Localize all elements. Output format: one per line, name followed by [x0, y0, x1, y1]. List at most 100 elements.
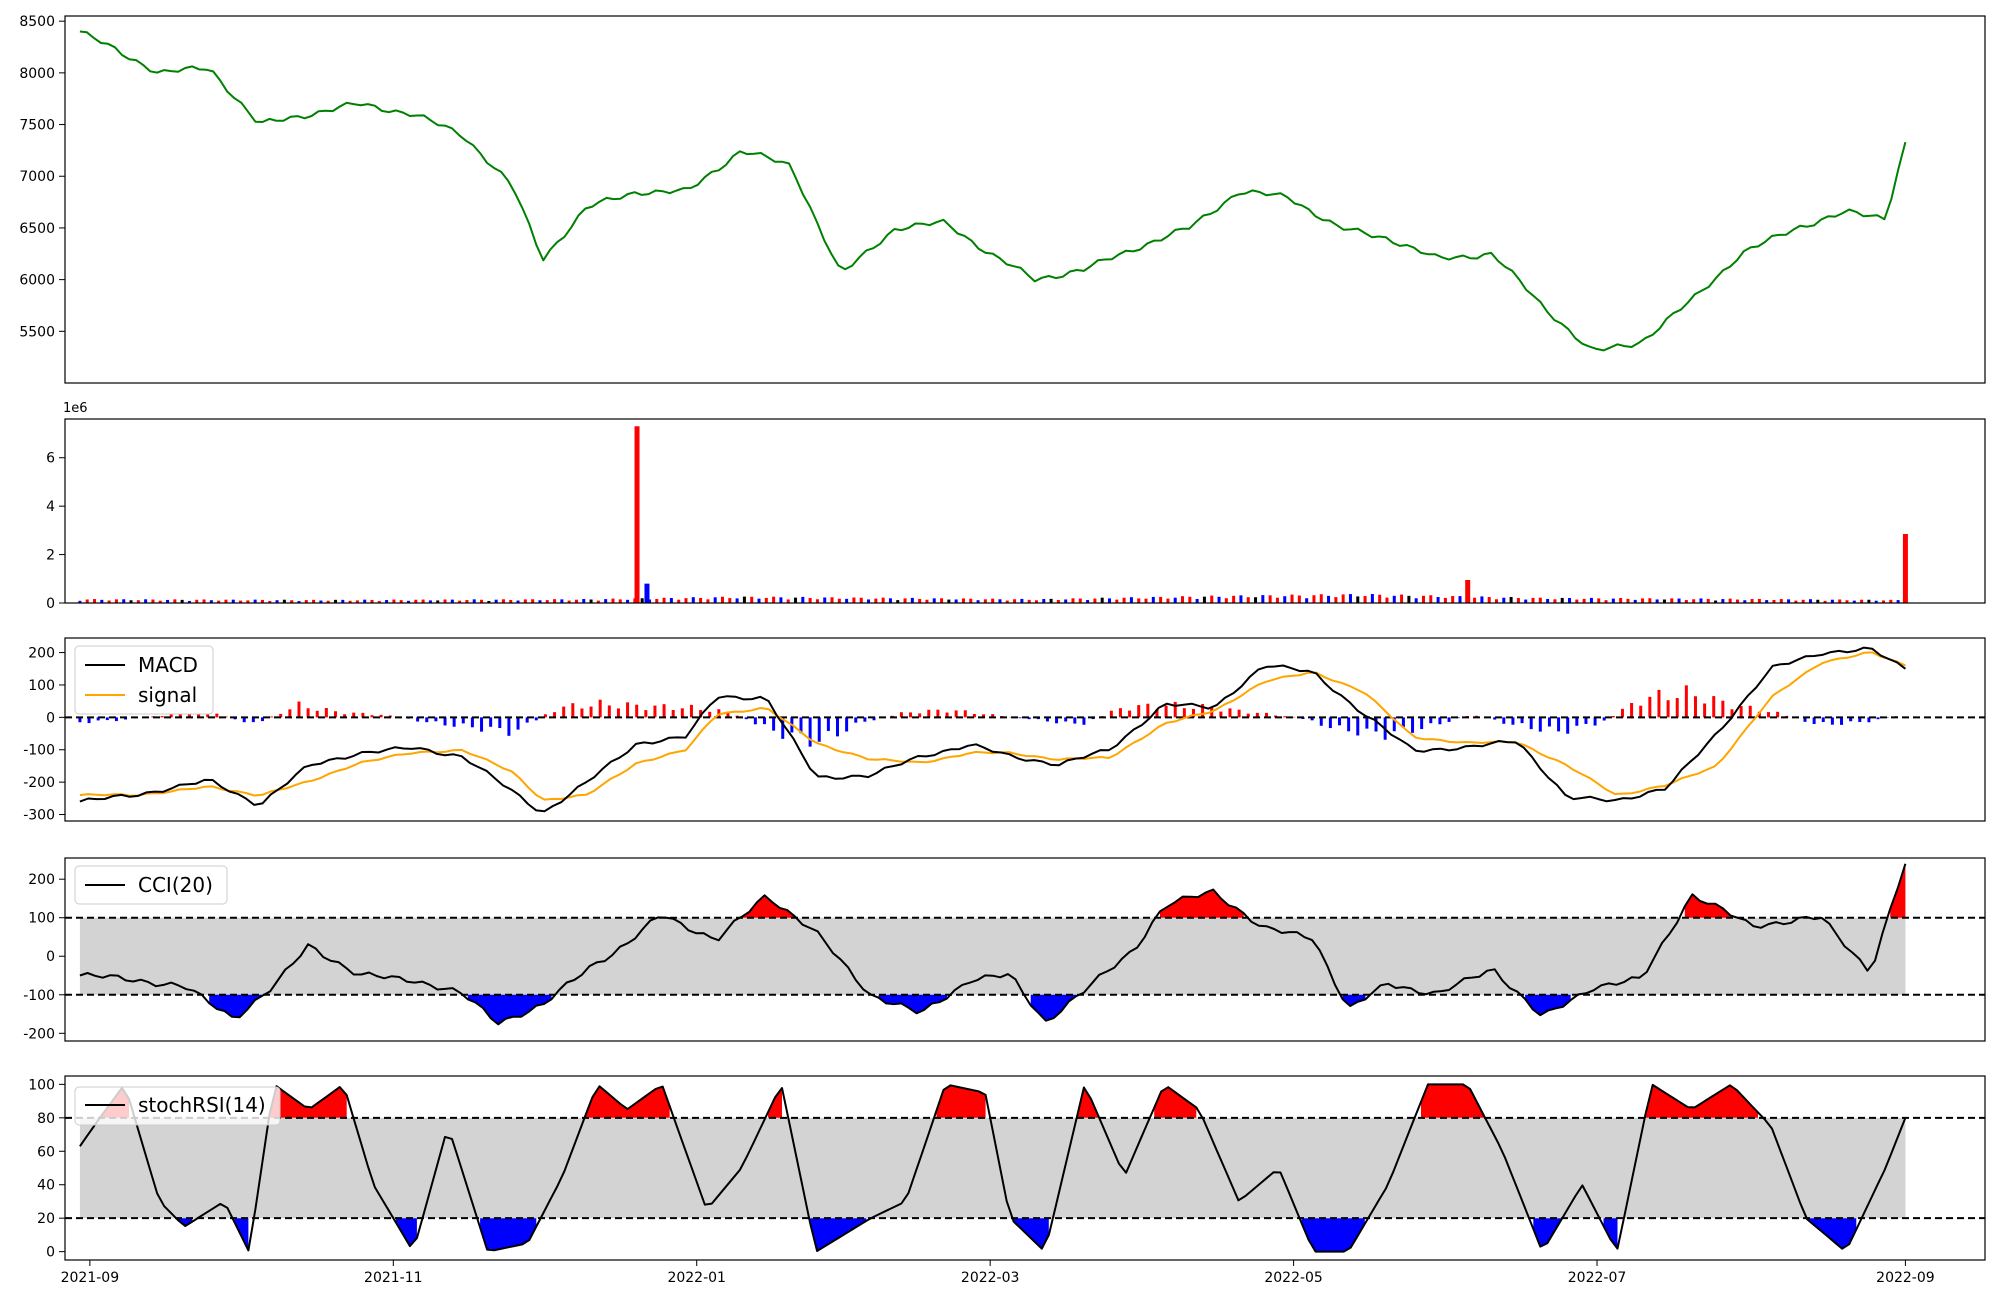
- signal-legend-label: signal: [138, 683, 197, 707]
- macd-histogram-bar: [507, 717, 510, 735]
- volume-bar: [779, 597, 782, 603]
- macd-histogram-bar: [480, 717, 483, 731]
- volume-bar: [1517, 598, 1520, 603]
- y-tick-label: -300: [23, 808, 55, 824]
- volume-bar: [1020, 599, 1023, 603]
- volume-bar: [736, 598, 739, 603]
- macd-histogram-bar: [1356, 717, 1359, 735]
- macd-histogram-bar: [1165, 706, 1168, 718]
- macd-histogram-bar: [1502, 717, 1505, 723]
- macd-histogram-bar: [425, 717, 428, 722]
- volume-bar: [1181, 596, 1184, 603]
- macd-histogram-bar: [1639, 706, 1642, 718]
- volume-bar: [1678, 599, 1681, 603]
- y-tick-label: 200: [28, 872, 55, 888]
- macd-histogram-bar: [1749, 706, 1752, 718]
- y-tick-label: 100: [28, 1077, 55, 1093]
- macd-histogram-bar: [489, 717, 492, 726]
- macd-histogram-bar: [1137, 705, 1140, 717]
- macd-histogram-bar: [1822, 717, 1825, 722]
- volume-bar: [1385, 598, 1388, 603]
- volume-bar: [801, 597, 804, 603]
- macd-histogram-bar: [1630, 703, 1633, 717]
- volume-bar: [882, 598, 885, 603]
- volume-bar: [1473, 598, 1476, 603]
- macd-histogram-bar: [763, 717, 766, 724]
- volume-bar: [1305, 598, 1308, 603]
- volume-bar: [845, 599, 848, 603]
- volume-bar: [838, 599, 841, 603]
- volume-bar: [1451, 596, 1454, 603]
- volume-bar: [1641, 598, 1644, 603]
- macd-histogram-bar: [517, 717, 520, 729]
- volume-bar: [860, 598, 863, 603]
- macd-histogram-bar: [809, 717, 812, 746]
- y-tick-label: 6000: [19, 273, 55, 289]
- y-tick-label: 8000: [19, 66, 55, 82]
- cci-legend: CCI(20): [75, 866, 227, 904]
- volume-bar: [969, 599, 972, 603]
- y-tick-label: -100: [23, 743, 55, 759]
- stochrsi-oversold-fill: [1604, 1218, 1618, 1248]
- volume-bar: [1378, 595, 1381, 603]
- volume-bar: [962, 598, 965, 603]
- macd-histogram-bar: [1712, 696, 1715, 717]
- volume-bar: [1626, 599, 1629, 603]
- volume-bar: [1480, 596, 1483, 603]
- macd-plot-area: [65, 648, 1985, 812]
- macd-histogram-bar: [1128, 711, 1131, 718]
- y-tick-label: 6500: [19, 221, 55, 237]
- stochrsi-oversold-fill: [1302, 1218, 1365, 1251]
- volume-bar: [1108, 598, 1111, 603]
- volume-bar: [1312, 595, 1315, 603]
- volume-bar: [1218, 597, 1221, 603]
- volume-bar: [1152, 597, 1155, 603]
- cci-oversold-fill: [468, 995, 552, 1025]
- macd-histogram-bar: [845, 717, 848, 731]
- macd-histogram-bar: [1347, 717, 1350, 731]
- macd-histogram-bar: [1448, 717, 1451, 722]
- macd-histogram-bar: [608, 705, 611, 717]
- macd-histogram-bar: [818, 717, 821, 741]
- stochrsi-oversold-fill: [810, 1218, 866, 1251]
- volume-bar: [1203, 597, 1206, 603]
- volume-bar: [1648, 598, 1651, 603]
- macd-histogram-bar: [927, 710, 930, 718]
- y-tick-label: 5500: [19, 324, 55, 340]
- macd-histogram-bar: [580, 709, 583, 718]
- cci-oversold-fill: [209, 995, 262, 1017]
- y-tick-label: 20: [37, 1211, 55, 1227]
- macd-histogram-bar: [644, 710, 647, 717]
- volume-spike-bar: [635, 426, 640, 603]
- macd-histogram-bar: [1685, 685, 1688, 717]
- volume-bar: [889, 598, 892, 603]
- macd-histogram-bar: [498, 717, 501, 728]
- volume-bar: [794, 598, 797, 603]
- y-tick-label: 0: [46, 710, 55, 726]
- y-tick-label: 0: [46, 949, 55, 965]
- macd-histogram-bar: [617, 708, 620, 717]
- volume-bar: [1283, 596, 1286, 603]
- macd-histogram-bar: [1877, 717, 1880, 719]
- volume-bar: [1093, 599, 1096, 603]
- stochrsi-overbought-fill: [1421, 1084, 1484, 1117]
- macd-line: [80, 648, 1906, 812]
- cci-overbought-fill: [1685, 894, 1731, 917]
- x-tick-label: 2021-11: [364, 1270, 423, 1286]
- volume-bar: [721, 597, 724, 603]
- macd-histogram-bar: [1238, 710, 1241, 718]
- macd-histogram-bar: [1676, 698, 1679, 717]
- macd-histogram-bar: [1557, 717, 1560, 731]
- macd-histogram-bar: [1511, 717, 1514, 724]
- macd-histogram-bar: [1539, 717, 1542, 731]
- cci-legend-label: CCI(20): [138, 873, 213, 897]
- volume-bar: [1458, 596, 1461, 603]
- volume-bar: [1597, 598, 1600, 603]
